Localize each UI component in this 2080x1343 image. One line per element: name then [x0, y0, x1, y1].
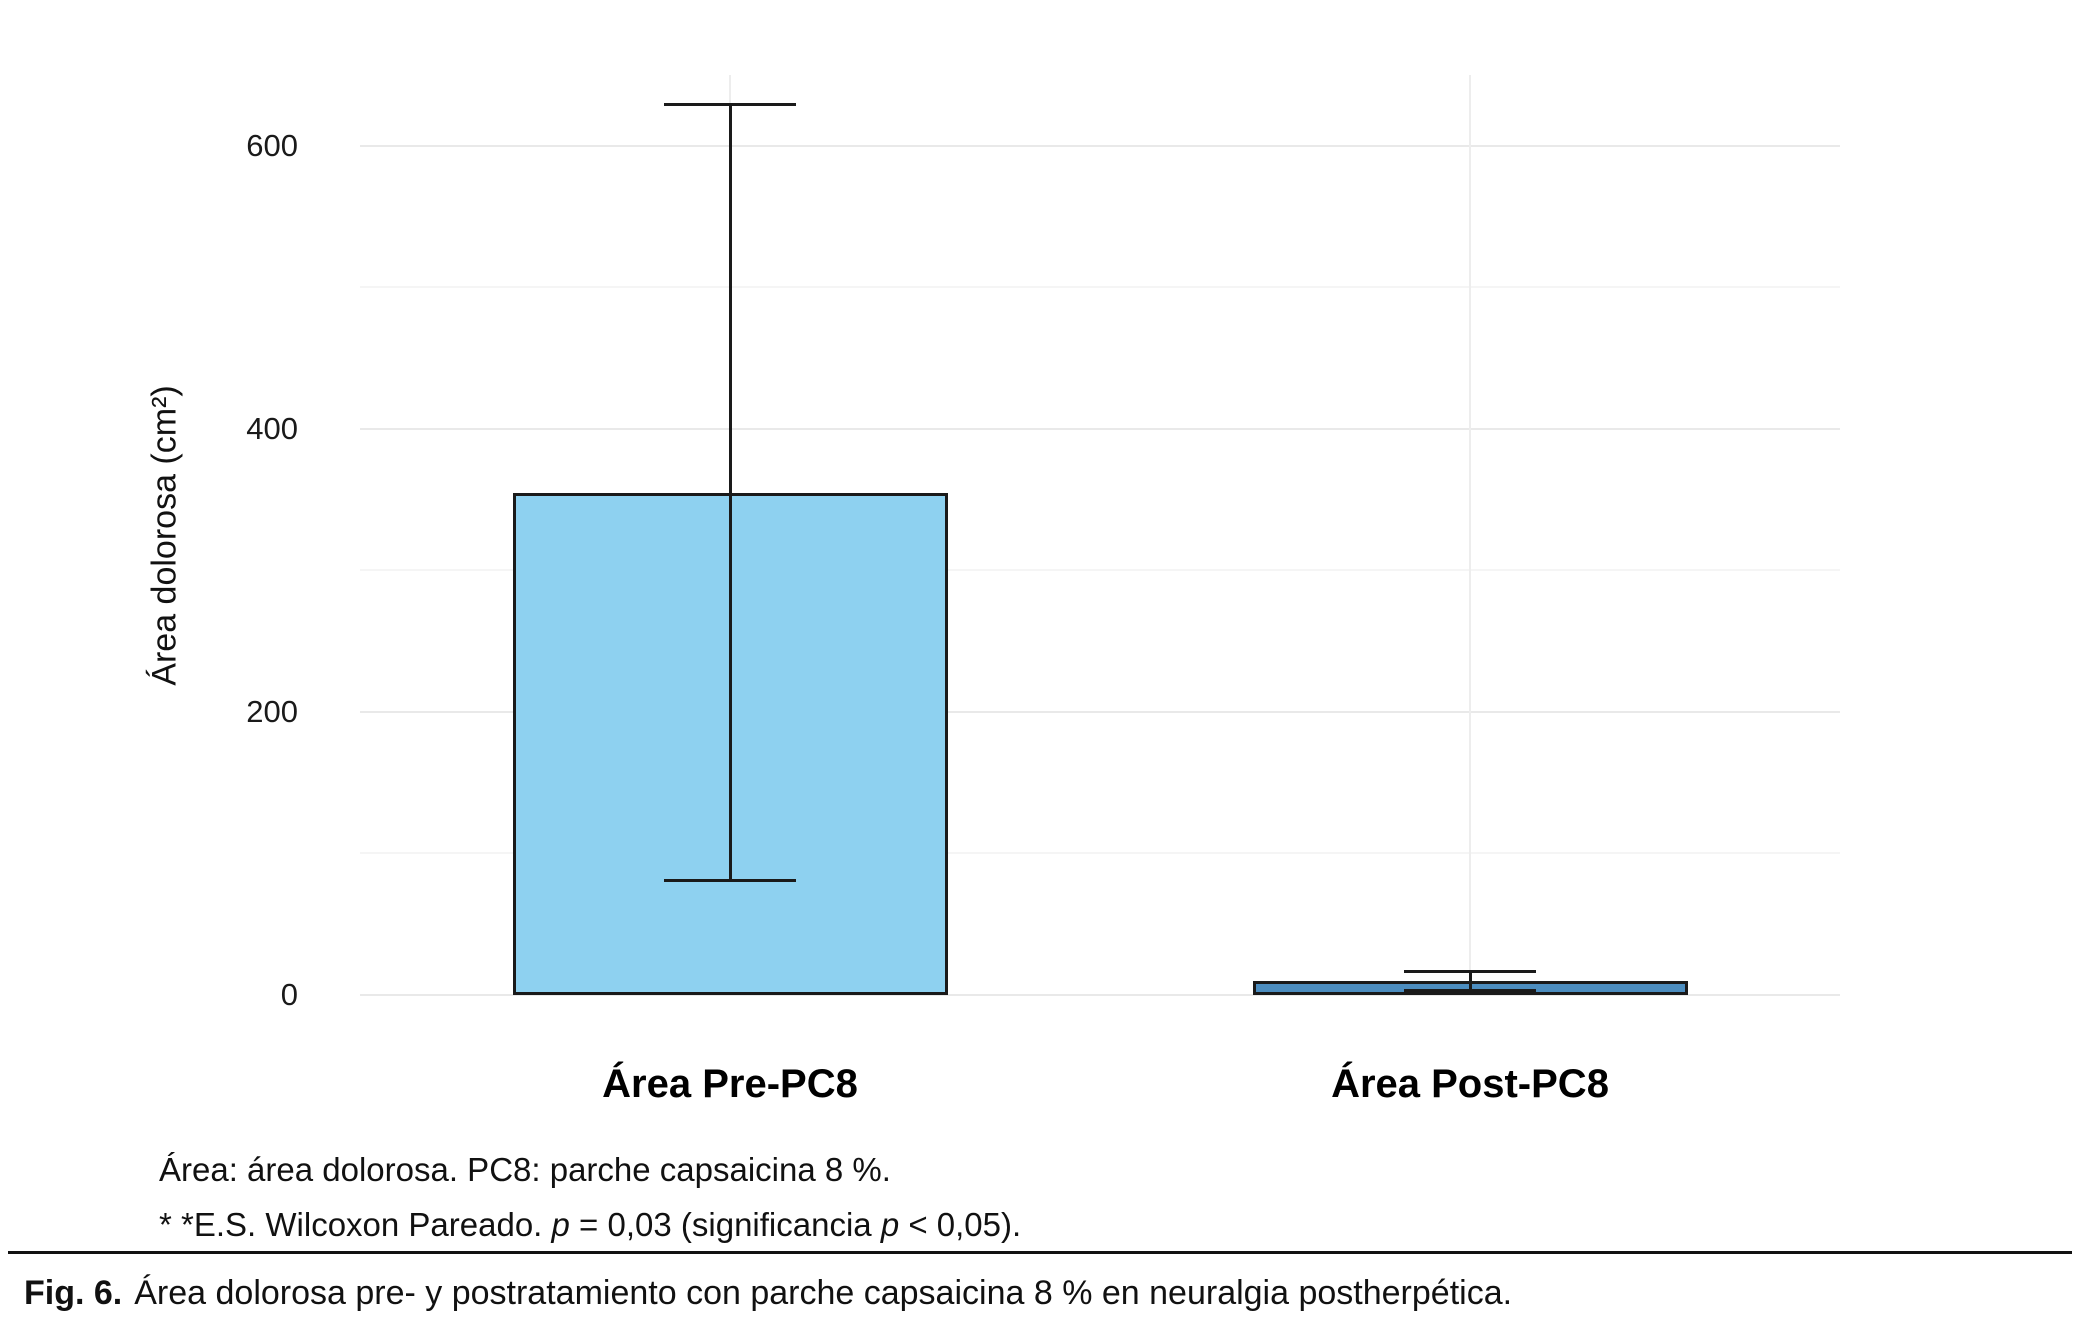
- minor-gridline: [360, 852, 1840, 855]
- caption-divider: [8, 1251, 2072, 1254]
- x-category-label: Área Pre-PC8: [602, 1062, 858, 1106]
- y-tick-label: 400: [246, 410, 298, 446]
- footnote-definitions: Área: área dolorosa. PC8: parche capsaic…: [159, 1151, 891, 1188]
- x-category-label: Área Post-PC8: [1331, 1062, 1609, 1106]
- error-bar-cap-lower: [664, 878, 796, 882]
- category-gridline: [1469, 75, 1471, 995]
- footnote-statistics: * *E.S. Wilcoxon Pareado. p = 0,03 (sign…: [159, 1197, 1021, 1252]
- figure-number: Fig. 6.: [24, 1274, 123, 1312]
- figure-footnotes: Área: área dolorosa. PC8: parche capsaic…: [159, 1142, 1021, 1252]
- error-bar-line: [728, 103, 732, 882]
- minor-gridline: [360, 569, 1840, 572]
- y-tick-label: 200: [246, 693, 298, 729]
- error-bar-line: [1468, 969, 1472, 993]
- major-gridline: [360, 144, 1840, 147]
- plot-area: [360, 75, 1840, 996]
- error-bar-cap-upper: [1404, 969, 1536, 973]
- footnote-text: * *E.S. Wilcoxon Pareado.: [159, 1206, 552, 1243]
- y-tick-label: 600: [246, 127, 298, 163]
- stat-symbol: p: [880, 1206, 900, 1243]
- footnote-text: = 0,03 (significancia: [569, 1206, 881, 1243]
- major-gridline: [360, 427, 1840, 430]
- major-gridline: [360, 994, 1840, 996]
- y-tick-label: 0: [280, 977, 298, 1012]
- figure-caption: Fig. 6. Área dolorosa pre- y postratamien…: [24, 1270, 1512, 1316]
- footnote-text: < 0,05).: [899, 1206, 1022, 1243]
- error-bar-cap-lower: [1404, 989, 1536, 993]
- minor-gridline: [360, 286, 1840, 289]
- stat-symbol: p: [551, 1206, 570, 1243]
- caption-text: Área dolorosa pre- y postratamiento con …: [134, 1274, 1513, 1312]
- error-bar-cap-upper: [664, 103, 796, 107]
- major-gridline: [360, 710, 1840, 713]
